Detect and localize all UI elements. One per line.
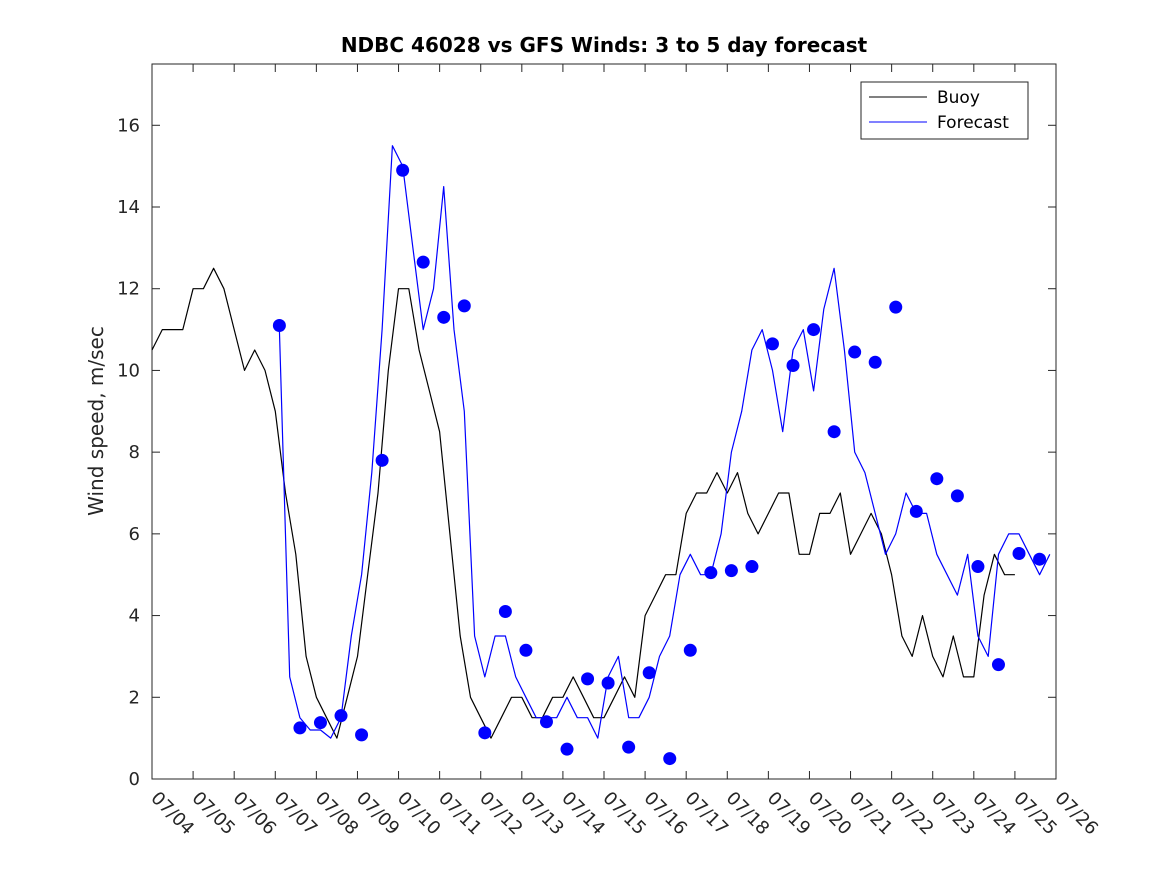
forecast-point-1	[293, 721, 307, 735]
forecast-point-12	[519, 643, 533, 657]
forecast-point-26	[807, 323, 821, 337]
legend-box	[860, 81, 1029, 140]
forecast-point-16	[601, 676, 615, 690]
forecast-point-9	[457, 299, 471, 313]
forecast-point-2	[313, 716, 327, 730]
legend-forecast-label: Forecast	[937, 113, 1009, 133]
forecast-point-33	[950, 489, 964, 503]
forecast-point-36	[1012, 546, 1026, 560]
y-tick-label: 4	[129, 606, 140, 627]
forecast-point-0	[272, 318, 286, 332]
forecast-point-27	[827, 425, 841, 439]
forecast-point-7	[416, 255, 430, 269]
forecast-point-28	[848, 345, 862, 359]
forecast-point-32	[930, 472, 944, 486]
y-tick-label: 16	[117, 115, 140, 136]
forecast-point-23	[745, 560, 759, 574]
forecast-point-6	[396, 163, 410, 177]
forecast-point-8	[437, 310, 451, 324]
forecast-point-5	[375, 453, 389, 467]
marker-layer	[272, 163, 1047, 766]
y-axis: 0 2 4 6 8 10 12 14 16	[117, 115, 1056, 790]
forecast-point-25	[786, 359, 800, 373]
forecast-point-34	[971, 560, 985, 574]
forecast-point-4	[355, 728, 369, 742]
chart-title: NDBC 46028 vs GFS Winds: 3 to 5 day fore…	[341, 33, 868, 57]
forecast-point-29	[868, 355, 882, 369]
forecast-point-30	[889, 300, 903, 314]
forecast-point-14	[560, 742, 574, 756]
y-tick-label: 6	[129, 524, 140, 545]
forecast-point-22	[724, 564, 738, 578]
forecast-point-18	[642, 666, 656, 680]
forecast-point-35	[991, 658, 1005, 672]
forecast-point-17	[622, 740, 636, 754]
y-axis-label: Wind speed, m/sec	[84, 326, 108, 516]
y-tick-label: 0	[129, 769, 140, 790]
forecast-point-15	[581, 672, 595, 686]
forecast-point-13	[539, 715, 553, 729]
y-tick-label: 8	[129, 442, 140, 463]
legend: Buoy Forecast	[860, 81, 1029, 140]
forecast-point-37	[1033, 552, 1047, 566]
legend-buoy-label: Buoy	[937, 88, 980, 108]
forecast-point-19	[663, 752, 677, 766]
y-tick-label: 10	[117, 360, 140, 381]
forecast-point-20	[683, 643, 697, 657]
plot-area	[151, 63, 1057, 780]
forecast-point-31	[909, 504, 923, 518]
y-tick-label: 2	[129, 687, 140, 708]
forecast-point-24	[765, 337, 779, 351]
forecast-point-3	[334, 709, 348, 723]
forecast-point-11	[498, 604, 512, 618]
plot-area-frame	[151, 63, 1057, 780]
y-tick-label: 12	[117, 279, 140, 300]
forecast-point-21	[704, 566, 718, 580]
y-tick-label: 14	[117, 197, 140, 218]
series-line-buoy	[151, 267, 1015, 739]
forecast-point-10	[478, 726, 492, 740]
